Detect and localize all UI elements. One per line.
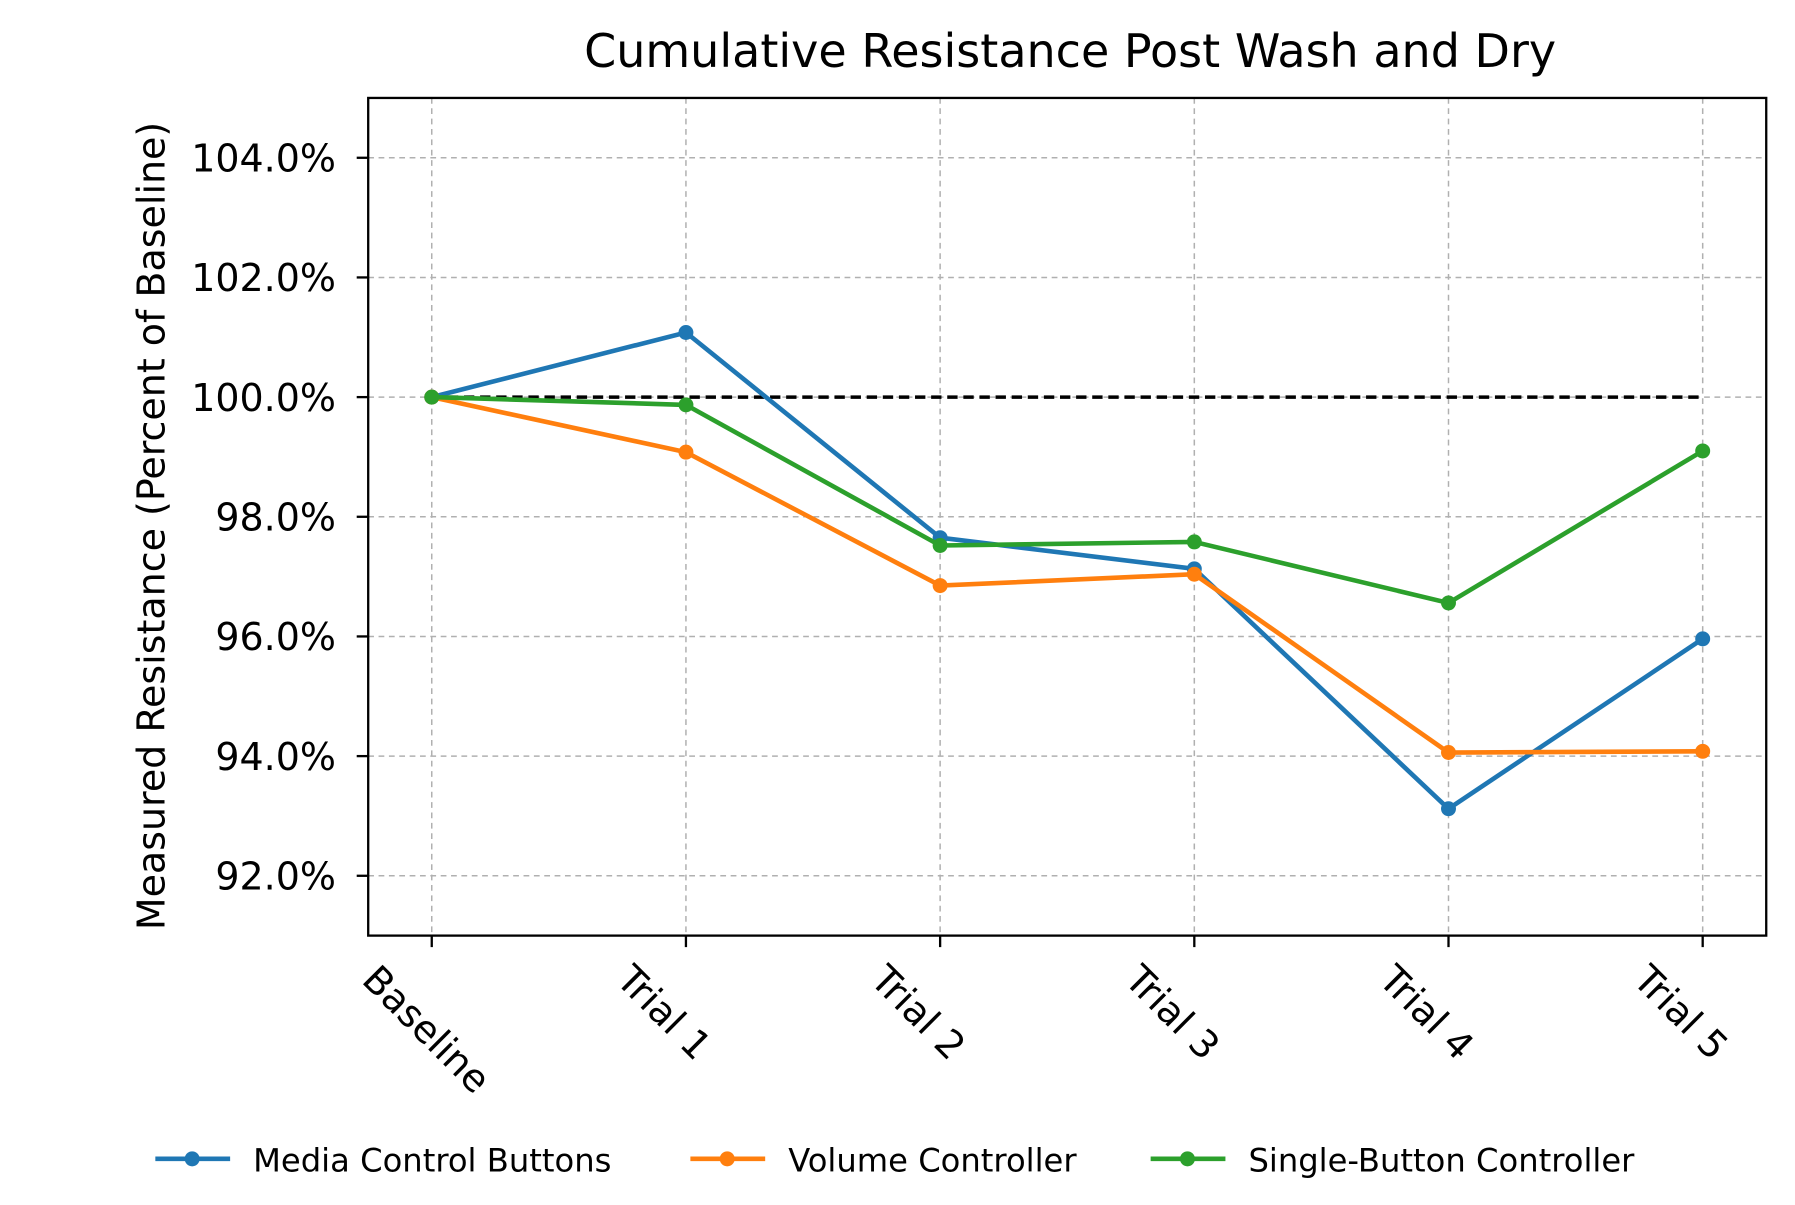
data-point	[678, 397, 694, 413]
y-tick-label: 96.0%	[215, 615, 336, 659]
y-tick-label: 102.0%	[191, 256, 336, 300]
legend-marker	[184, 1151, 200, 1167]
y-tick-label: 94.0%	[215, 735, 336, 779]
data-point	[678, 444, 694, 460]
legend-label: Single-Button Controller	[1248, 1141, 1635, 1179]
y-tick-label: 98.0%	[215, 496, 336, 540]
data-point	[678, 325, 694, 340]
data-point	[1441, 595, 1456, 611]
data-point	[1695, 443, 1711, 459]
data-point	[1695, 743, 1711, 759]
legend-marker	[719, 1151, 735, 1167]
legend-marker	[1179, 1151, 1195, 1167]
x-tick-label: Trial 2	[862, 956, 974, 1068]
plot-frame	[367, 96, 1768, 937]
data-point	[1186, 566, 1202, 582]
series-line	[431, 394, 1704, 606]
data-point	[1441, 745, 1456, 760]
x-tick-label: Baseline	[354, 957, 499, 1102]
y-tick-label: 100.0%	[191, 376, 336, 420]
legend-label: Volume Controller	[788, 1141, 1077, 1179]
x-tick-label: Trial 1	[608, 956, 720, 1068]
data-point	[424, 389, 440, 405]
x-tick-label: Trial 5	[1624, 956, 1736, 1068]
data-point	[932, 578, 948, 594]
legend-label: Media Control Buttons	[253, 1141, 611, 1179]
y-tick-label: 104.0%	[191, 137, 336, 181]
x-tick-label: Trial 3	[1116, 956, 1228, 1068]
series-line	[431, 329, 1704, 812]
y-tick-label: 92.0%	[215, 855, 336, 899]
x-tick-label: Trial 4	[1370, 956, 1482, 1068]
data-point	[1186, 534, 1202, 550]
y-axis-label: Measured Resistance (Percent of Baseline…	[130, 122, 174, 930]
series-line	[431, 394, 1703, 755]
data-point	[1441, 801, 1456, 817]
chart-title: Cumulative Resistance Post Wash and Dry	[584, 24, 1556, 78]
data-point	[1695, 631, 1711, 647]
data-point	[932, 538, 948, 553]
